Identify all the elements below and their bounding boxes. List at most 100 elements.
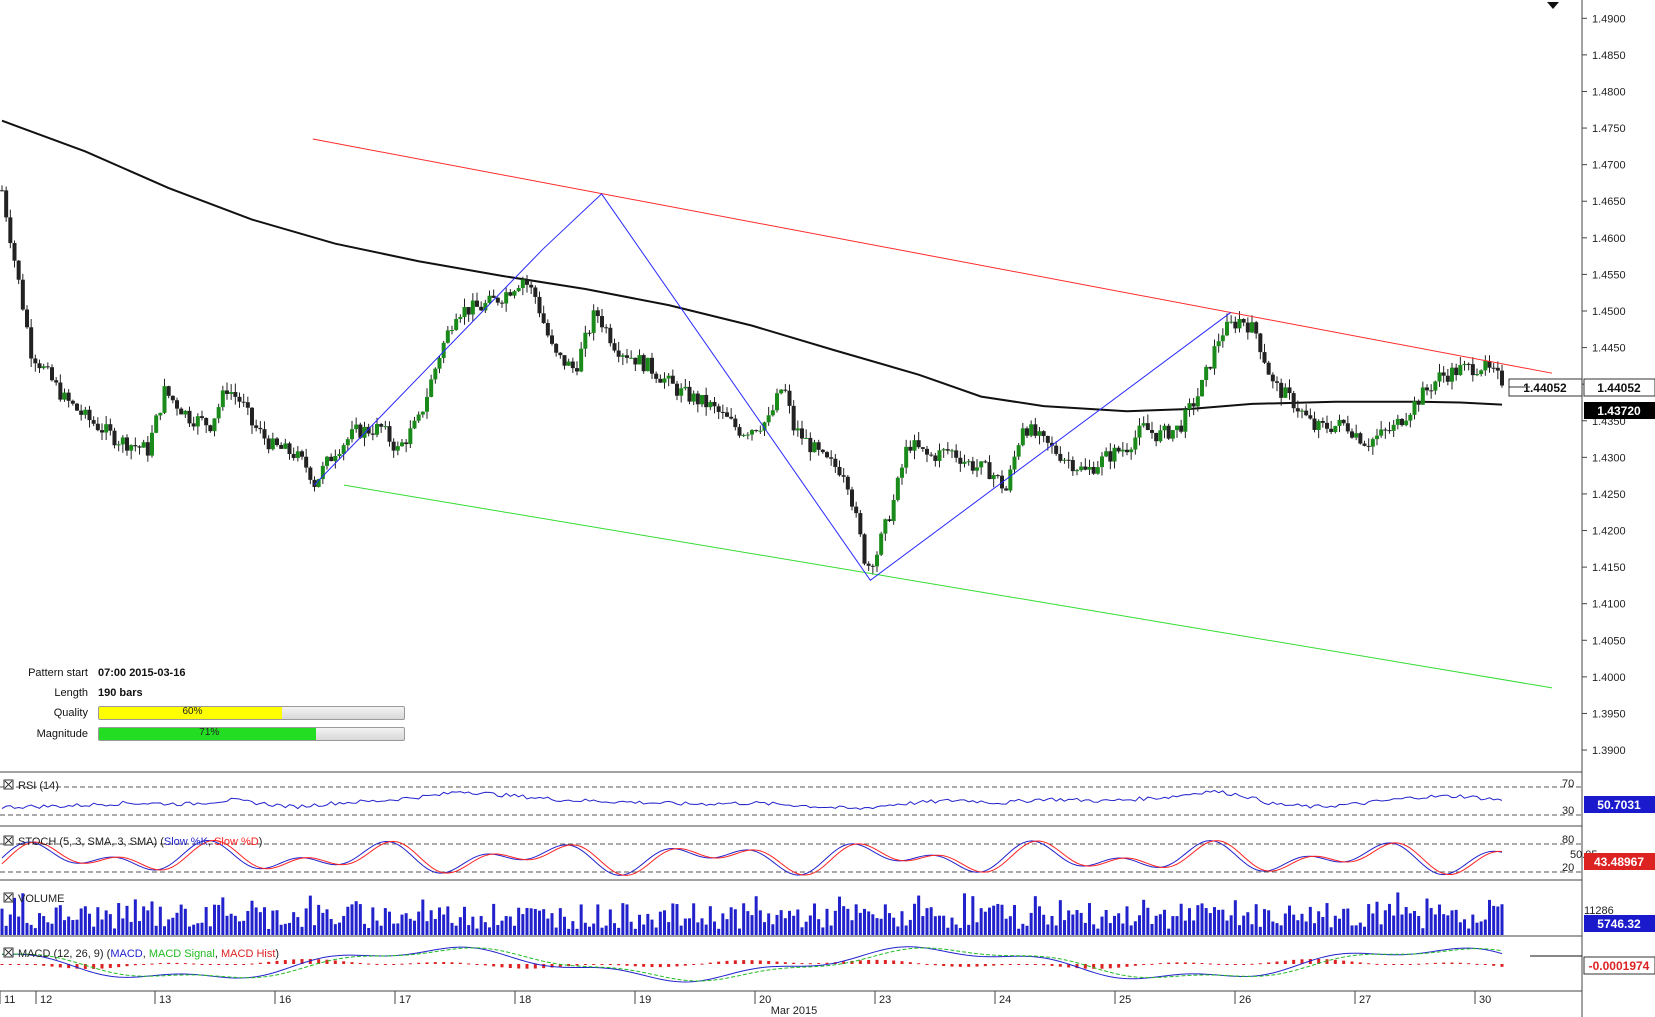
candle-body <box>850 489 854 507</box>
candle <box>266 435 271 454</box>
volume-bar <box>1296 920 1300 935</box>
candles-layer <box>0 185 1504 575</box>
candle-body <box>833 458 838 467</box>
macd-hist-bar <box>50 964 54 967</box>
macd-hist-bar <box>258 962 262 964</box>
candle-body <box>954 450 959 458</box>
candle-body <box>312 479 317 487</box>
date-tick-label: 17 <box>399 994 411 1006</box>
candle-body <box>845 476 850 490</box>
candle-body <box>1316 421 1321 430</box>
candle-body <box>983 461 988 463</box>
volume-bar <box>308 895 312 935</box>
macd-hist-bar <box>867 959 871 964</box>
date-tick-label: 16 <box>279 994 291 1006</box>
candle <box>1183 406 1188 439</box>
candle-body <box>454 318 459 331</box>
candle-body <box>708 401 713 408</box>
candle <box>1295 400 1300 418</box>
candle <box>791 400 796 436</box>
volume-bar <box>1150 923 1154 935</box>
candle-body <box>816 442 821 450</box>
candle-body <box>1229 321 1234 323</box>
macd-hist-bar <box>183 963 187 965</box>
candle-body <box>166 386 171 396</box>
macd-hist-bar <box>567 964 571 967</box>
candle <box>641 353 646 374</box>
candle-body <box>912 440 917 451</box>
candle-body <box>370 433 375 435</box>
candle <box>1179 419 1184 434</box>
volume-bar <box>1308 906 1312 935</box>
candle-body <box>41 366 46 369</box>
candle-body <box>266 438 271 450</box>
volume-bar <box>513 925 516 935</box>
macd-hist-bar <box>425 962 429 964</box>
candle <box>1208 366 1213 371</box>
candle-body <box>620 355 625 357</box>
candle-body <box>387 426 392 442</box>
candle <box>850 486 854 511</box>
candle-body <box>866 563 871 566</box>
candle-body <box>154 415 159 433</box>
volume-bar <box>1350 925 1354 935</box>
candle <box>458 314 463 323</box>
candle <box>1212 339 1217 375</box>
candle-body <box>862 534 867 564</box>
volume-bar <box>821 927 825 935</box>
volume-bar <box>1392 915 1396 935</box>
macd-hist-bar <box>1033 964 1037 965</box>
candle-body <box>87 409 92 421</box>
volume-bar <box>1004 918 1008 935</box>
macd-hist-bar <box>1375 963 1379 965</box>
candle <box>616 341 621 363</box>
macd-value-box <box>1583 956 1655 975</box>
volume-bar <box>883 904 887 935</box>
macd-hist-bar <box>1008 964 1012 965</box>
resistance-line <box>312 138 1553 374</box>
candle <box>1408 413 1413 428</box>
volume-bar <box>829 925 833 935</box>
candle-body <box>825 452 829 458</box>
volume-bar <box>1246 912 1250 935</box>
macd-hist-bar <box>800 963 804 965</box>
macd-hist-bar <box>783 962 787 964</box>
candle-body <box>1020 428 1025 446</box>
macd-hist-bar <box>1150 963 1154 965</box>
candle <box>587 330 592 337</box>
macd-hist-bar <box>67 964 71 969</box>
candle <box>183 410 188 418</box>
macd-hist-bar <box>633 964 637 967</box>
volume-bar <box>454 925 458 935</box>
volume-bar <box>679 925 683 935</box>
candle <box>45 362 50 370</box>
volume-bar <box>221 897 225 935</box>
candle-body <box>1125 449 1129 453</box>
candle <box>845 474 850 495</box>
scroll-arrow-icon[interactable] <box>1547 2 1559 9</box>
price-tick-label: 1.4250 <box>1592 489 1626 501</box>
macd-hist-bar <box>1408 964 1412 965</box>
macd-hist-bar <box>575 964 579 966</box>
macd-hist-bar <box>692 964 696 965</box>
volume-bar <box>600 927 604 935</box>
volume-bar <box>1413 910 1416 935</box>
moving-average-layer <box>1 119 1503 413</box>
macd-hist-bar <box>792 962 796 964</box>
macd-hist-bar <box>858 960 862 964</box>
candle <box>8 209 13 249</box>
candle <box>1404 412 1409 427</box>
volume-bar <box>438 907 441 935</box>
candle <box>512 289 517 299</box>
candle <box>679 383 684 403</box>
candle-body <box>287 443 292 455</box>
volume-bar <box>1225 920 1229 935</box>
candle-body <box>125 437 129 451</box>
candle <box>1479 369 1484 377</box>
date-tick-label: 30 <box>1479 994 1491 1006</box>
candle <box>829 450 834 466</box>
volume-bar <box>217 904 221 935</box>
quality-row: Quality 60% <box>0 706 420 721</box>
candle <box>1254 320 1259 339</box>
macd-hist-bar <box>1283 960 1287 964</box>
